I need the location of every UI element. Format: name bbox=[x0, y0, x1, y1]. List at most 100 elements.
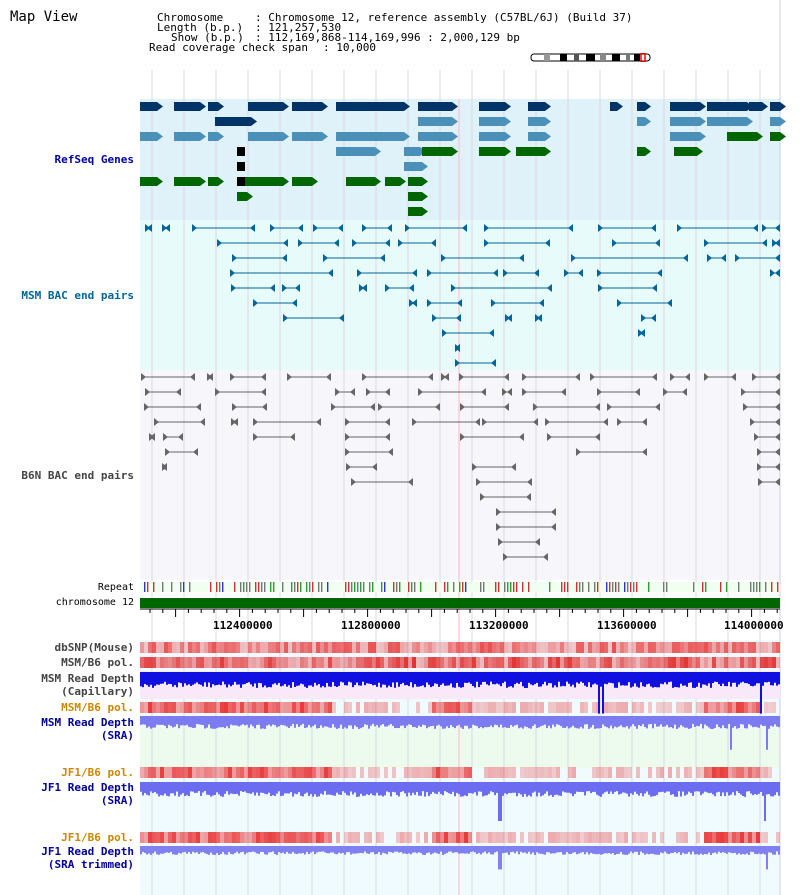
dbsnp-strip bbox=[452, 642, 456, 653]
msm-pol-strip bbox=[184, 657, 188, 668]
jf1-sra-depth-bar bbox=[440, 782, 442, 794]
jf1-sra-depth-bar bbox=[770, 782, 772, 797]
msm-bac-pair-end bbox=[292, 299, 297, 307]
chromosome-ideogram[interactable] bbox=[530, 53, 652, 62]
jf1-pol-2-strip bbox=[700, 832, 704, 843]
msm-pol-strip bbox=[620, 657, 624, 668]
track-label-b6n-bac[interactable]: B6N BAC end pairs bbox=[21, 469, 134, 482]
msm-cap-depth-bar bbox=[624, 672, 626, 686]
msm-sra-depth-bar bbox=[280, 716, 282, 725]
msm-bac-pair-end bbox=[651, 314, 656, 322]
repeat-element bbox=[270, 582, 272, 592]
msm-cap-depth-bar bbox=[454, 672, 456, 688]
b6n-bac-pair-end bbox=[345, 433, 350, 441]
msm-pol-2-strip bbox=[672, 702, 676, 713]
msm-sra-depth-bar bbox=[400, 716, 402, 726]
track-label-jf1-depth-sra[interactable]: JF1 Read Depth bbox=[41, 781, 134, 794]
repeat-element bbox=[381, 582, 383, 592]
jf1-trim-depth-bar bbox=[146, 846, 148, 855]
jf1-sra-depth-bar bbox=[758, 782, 760, 794]
msm-sra-depth-bar bbox=[576, 716, 578, 729]
jf1-sra-depth-bar bbox=[546, 782, 548, 792]
track-label-msm-depth-sra[interactable]: MSM Read Depth bbox=[41, 716, 134, 729]
b6n-bac-pair-end bbox=[704, 373, 709, 381]
msm-sra-depth-bar bbox=[474, 716, 476, 726]
msm-pol-2-strip bbox=[644, 702, 648, 713]
dbsnp-strip bbox=[292, 642, 296, 653]
msm-sra-depth-bar bbox=[390, 716, 392, 724]
msm-pol-2-strip bbox=[496, 702, 500, 713]
dbsnp-strip bbox=[456, 642, 460, 653]
jf1-trim-depth-bar bbox=[628, 846, 630, 854]
jf1-pol-2-strip bbox=[596, 832, 600, 843]
msm-cap-depth-bar bbox=[372, 672, 374, 686]
track-label-msm-b6-pol-2[interactable]: MSM/B6 pol. bbox=[61, 701, 134, 714]
msm-cap-depth-bar bbox=[386, 672, 388, 688]
jf1-trim-depth-bar bbox=[750, 846, 752, 852]
jf1-pol-2-strip bbox=[340, 832, 344, 843]
track-label-jf1-depth-trimmed[interactable]: JF1 Read Depth bbox=[41, 845, 134, 858]
track-label-msm-depth-capillary[interactable]: MSM Read Depth bbox=[41, 672, 134, 685]
track-label-jf1-b6-pol-2[interactable]: JF1/B6 pol. bbox=[61, 831, 134, 844]
jf1-sra-depth-bar bbox=[356, 782, 358, 797]
track-label-refseq[interactable]: RefSeq Genes bbox=[54, 153, 134, 166]
msm-pol-2-strip bbox=[348, 702, 352, 713]
track-label-msm-bac[interactable]: MSM BAC end pairs bbox=[21, 289, 134, 302]
msm-bac-pair-end bbox=[385, 239, 390, 247]
jf1-trim-depth-bar bbox=[396, 846, 398, 852]
b6n-bac-pair-end bbox=[511, 463, 516, 471]
jf1-sra-depth-bar bbox=[548, 782, 550, 796]
msm-bac-pair-end bbox=[735, 254, 740, 262]
track-label-msm-b6-pol[interactable]: MSM/B6 pol. bbox=[61, 656, 134, 669]
msm-bac-pair-end bbox=[442, 329, 447, 337]
jf1-sra-depth-bar bbox=[574, 782, 576, 794]
msm-cap-depth-bar bbox=[234, 672, 236, 682]
msm-pol-strip bbox=[544, 657, 548, 668]
jf1-sra-depth-bar bbox=[166, 782, 168, 796]
repeat-element bbox=[216, 582, 218, 592]
msm-sra-depth-bar bbox=[438, 716, 440, 725]
gene-exon bbox=[516, 147, 545, 156]
jf1-pol-2-strip bbox=[384, 832, 388, 843]
msm-sra-depth-bar bbox=[568, 716, 570, 729]
dbsnp-strip bbox=[272, 642, 276, 653]
repeat-element bbox=[636, 582, 638, 592]
msm-pol-2-strip bbox=[252, 702, 256, 713]
b6n-bac-pair-end bbox=[350, 388, 355, 396]
msm-sra-depth-bar bbox=[688, 716, 690, 729]
msm-pol-strip bbox=[380, 657, 384, 668]
jf1-trim-depth-bar bbox=[564, 846, 566, 855]
gene-exon bbox=[670, 132, 700, 141]
msm-pol-2-strip bbox=[588, 702, 592, 713]
msm-sra-depth-bar bbox=[704, 716, 706, 725]
jf1-sra-depth-bar bbox=[288, 782, 290, 794]
msm-sra-depth-bar bbox=[430, 716, 432, 727]
msm-cap-depth-bar bbox=[402, 672, 404, 683]
jf1-sra-depth-bar bbox=[762, 782, 764, 796]
b6n-bac-pair-end bbox=[682, 388, 687, 396]
dbsnp-strip bbox=[252, 642, 256, 653]
jf1-pol-strip bbox=[272, 767, 276, 778]
msm-cap-depth-bar bbox=[546, 672, 548, 686]
axis-tick-label: 113200000 bbox=[469, 619, 529, 632]
msm-sra-depth-bar bbox=[252, 716, 254, 727]
jf1-trim-depth-bar bbox=[730, 846, 732, 853]
jf1-trim-depth-bar bbox=[468, 846, 470, 854]
msm-pol-2-strip bbox=[184, 702, 188, 713]
msm-sra-depth-bar bbox=[324, 716, 326, 727]
jf1-trim-depth-bar bbox=[296, 846, 298, 855]
jf1-pol-strip bbox=[268, 767, 272, 778]
jf1-trim-depth-bar bbox=[758, 846, 760, 854]
jf1-trim-depth-bar bbox=[208, 846, 210, 855]
msm-cap-depth-bar bbox=[256, 672, 258, 688]
dbsnp-strip bbox=[212, 642, 216, 653]
msm-sra-depth-bar bbox=[408, 716, 410, 725]
msm-cap-depth-bar bbox=[710, 672, 712, 688]
repeat-element bbox=[588, 582, 590, 592]
dbsnp-strip bbox=[464, 642, 468, 653]
track-label-dbsnp[interactable]: dbSNP(Mouse) bbox=[54, 641, 134, 654]
track-label-jf1-b6-pol[interactable]: JF1/B6 pol. bbox=[61, 766, 134, 779]
repeat-element bbox=[771, 582, 773, 592]
msm-pol-strip bbox=[324, 657, 328, 668]
msm-sra-depth-bar bbox=[298, 716, 300, 727]
